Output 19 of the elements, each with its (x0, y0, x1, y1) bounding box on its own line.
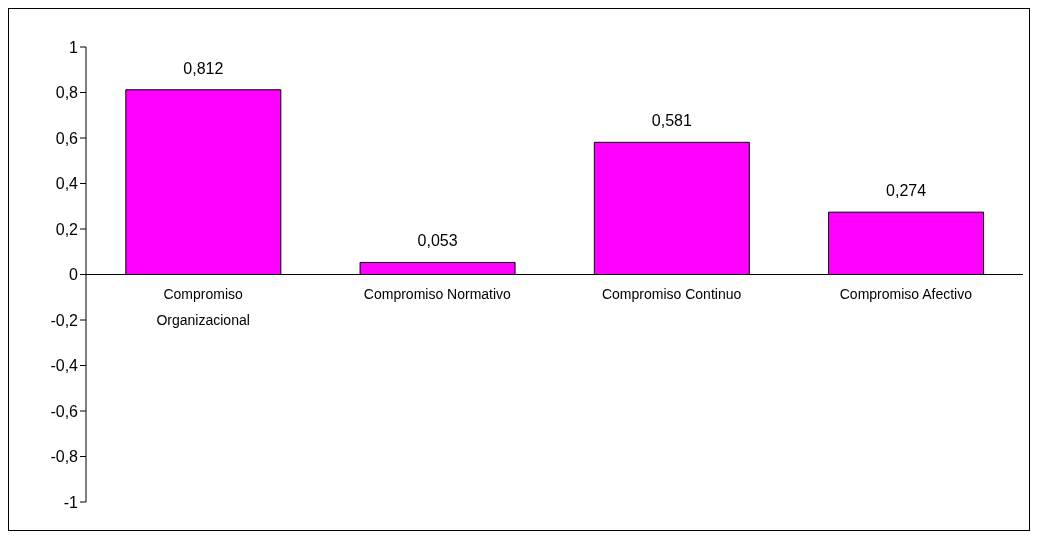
x-tick-label: Compromiso Continuo (601, 285, 742, 302)
y-tick-label: -0,8 (50, 448, 79, 466)
y-tick-label: -0,4 (50, 357, 79, 375)
y-tick-label: 1 (69, 38, 79, 56)
y-tick-label: 0,6 (55, 129, 79, 147)
data-label: 0,812 (183, 59, 224, 77)
data-label: 0,053 (417, 232, 458, 250)
y-tick-label: 0,8 (55, 84, 79, 102)
y-tick-label: 0,2 (55, 220, 79, 238)
y-tick-label: -0,6 (50, 402, 79, 420)
data-label: 0,274 (886, 182, 927, 200)
data-label: 0,581 (651, 112, 692, 130)
y-tick-label: 0 (69, 266, 79, 284)
y-tick-label: -1 (63, 493, 79, 511)
y-tick-label: 0,4 (55, 175, 79, 193)
y-tick-label: -0,2 (50, 311, 79, 329)
x-tick-label: Compromiso Afectivo (839, 285, 973, 302)
x-tick-label: Compromiso Organizacional (156, 285, 250, 328)
x-tick-label: Compromiso Normativo (363, 285, 512, 302)
